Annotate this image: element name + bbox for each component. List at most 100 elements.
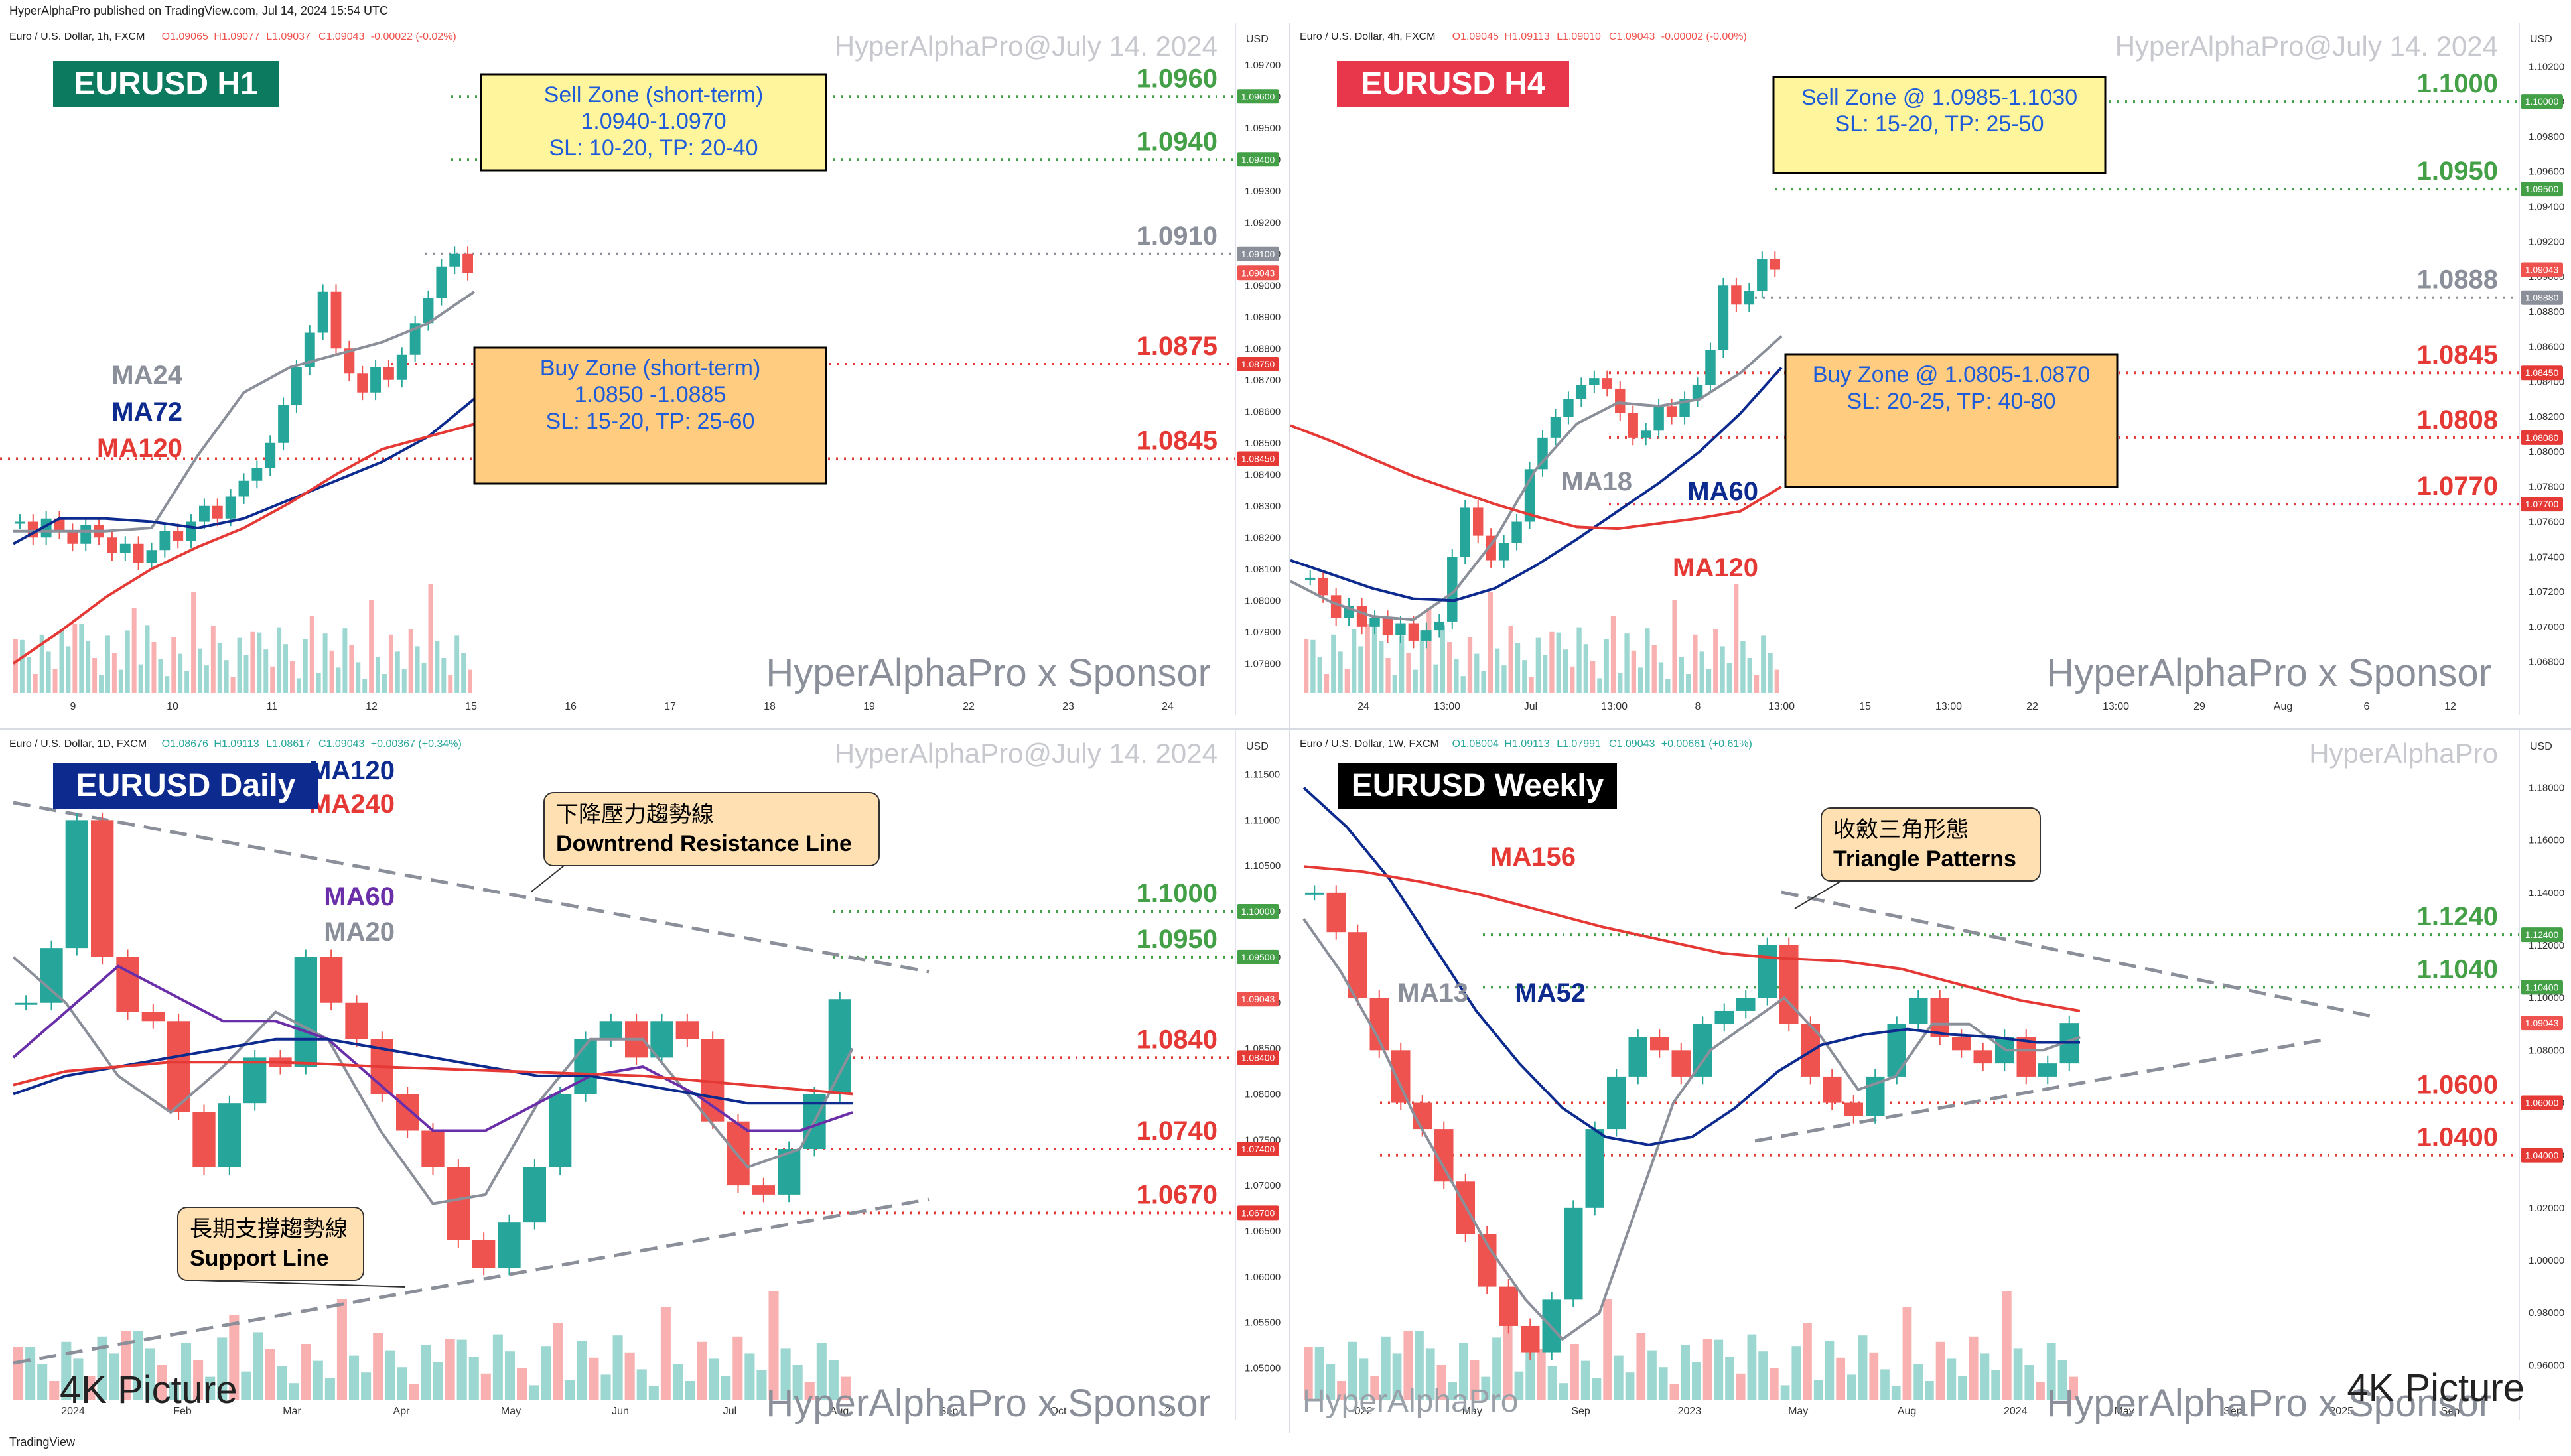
volume-bar: [1359, 1358, 1369, 1400]
volume-bar: [217, 643, 222, 693]
volume-bar: [46, 651, 51, 693]
volume-bar: [435, 641, 440, 693]
volume-bar: [1636, 1333, 1646, 1400]
zone-box-sell: [480, 73, 827, 172]
volume-bar: [1725, 1357, 1734, 1400]
volume-bar: [118, 669, 123, 693]
candle-body: [330, 291, 342, 349]
volume-bar: [1780, 1385, 1790, 1400]
volume-bar: [171, 637, 176, 693]
x-tick-label: 19: [863, 701, 875, 712]
volume-bar: [86, 641, 91, 693]
candle-body: [1305, 892, 1324, 895]
candle-body: [1382, 618, 1393, 636]
ohlc-l: L1.07991: [1557, 738, 1601, 750]
volume-bar: [1624, 633, 1630, 693]
volume-bar: [1658, 662, 1664, 693]
candle-body: [1318, 577, 1328, 596]
zone-text: Sell Zone (short-term): [544, 82, 764, 107]
volume-bar: [198, 648, 202, 693]
volume-bar: [1803, 1323, 1812, 1400]
candle-body: [1330, 595, 1342, 618]
price-tag: [1237, 992, 1279, 1007]
volume-bar: [316, 673, 321, 693]
volume-bar: [61, 1341, 72, 1400]
volume-bar: [454, 635, 460, 693]
volume-bar: [336, 1299, 347, 1400]
volume-bar: [685, 1381, 695, 1400]
volume-bar: [445, 1339, 455, 1400]
volume-bar: [1699, 651, 1704, 693]
volume-bar: [1570, 1344, 1579, 1400]
level-tag: [1237, 904, 1279, 919]
callout-pointer: [530, 865, 565, 893]
chart-panel-daily[interactable]: USD 1.11500 1.11000 1.10500 1.10000 1.09500 1.…: [0, 730, 1289, 1433]
candle-body: [447, 1167, 470, 1240]
volume-bar: [1720, 646, 1725, 693]
chart-panel-weekly[interactable]: USD 1.18000 1.16000 1.14000 1.12000 1.10000 1.…: [1290, 730, 2571, 1433]
volume-bar: [1693, 634, 1698, 693]
publisher-bar: HyperAlphaPro published on TradingView.c…: [0, 0, 2571, 23]
y-tick-label: 1.07400: [2529, 551, 2564, 563]
volume-bar: [1858, 1335, 1868, 1400]
chart-panel-h4[interactable]: USD 1.10200 1.10000 1.09800 1.09600 1.09400 1.…: [1290, 23, 2571, 728]
x-tick-label: 22: [963, 701, 975, 712]
x-tick-label: 10: [167, 701, 178, 712]
volume-bar: [1370, 1376, 1379, 1400]
ma-line-ma18: [1290, 335, 1783, 622]
level-label: 1.0400: [2417, 1123, 2498, 1152]
volume-bar: [1638, 667, 1643, 693]
volume-bar: [529, 1385, 539, 1400]
volume-bar: [1460, 676, 1466, 693]
y-tick-label: 1.08800: [2529, 306, 2564, 318]
y-tick-label: 1.07900: [1245, 627, 1281, 638]
level-label: 1.0888: [2417, 265, 2498, 295]
callout-pointer: [1794, 880, 1842, 909]
volume-bar: [792, 1365, 803, 1400]
ohlc-l: L1.09037: [266, 31, 311, 42]
candle-body: [192, 1112, 216, 1167]
y-tick-label: 1.08000: [1245, 595, 1281, 606]
sponsor-text: HyperAlphaPro x Sponsor: [766, 651, 1211, 695]
title-badge: [53, 61, 279, 107]
volume-bar: [1706, 669, 1712, 693]
volume-bar: [1403, 1331, 1413, 1400]
volume-bar: [504, 1351, 515, 1400]
volume-bar: [349, 645, 354, 693]
currency-label: USD: [2530, 741, 2552, 752]
y-tick-label: 1.06800: [2529, 657, 2564, 668]
volume-bar: [744, 1353, 755, 1400]
level-label: 1.0600: [2417, 1071, 2498, 1100]
x-tick-label: 2024: [2004, 1406, 2028, 1417]
chart-title: EURUSD H1: [74, 66, 257, 101]
candle-body: [549, 1094, 572, 1167]
candle-body: [1692, 385, 1703, 399]
y-tick-label: 1.09700: [1245, 60, 1281, 71]
level-tag-text: 1.08880: [2525, 293, 2559, 303]
level-tag-text: 1.07400: [1241, 1144, 1275, 1154]
volume-bar: [169, 1382, 179, 1400]
candle-body: [1434, 621, 1445, 631]
candle-body: [1679, 399, 1690, 417]
chart-panel-h1[interactable]: USD 1.09700 1.09600 1.09500 1.09400 1.09300 1.…: [0, 23, 1289, 728]
volume-bar: [433, 1362, 443, 1400]
x-tick-label: Jul: [1524, 701, 1537, 712]
level-tag-text: 1.09600: [1241, 91, 1275, 101]
level-label: 1.1000: [1137, 879, 1217, 908]
ma-line-ma120: [1290, 424, 1783, 531]
callout-zh: 收斂三角形態: [1833, 817, 1969, 843]
volume-bar: [1514, 1371, 1524, 1400]
y-tick-label: 1.07000: [1245, 1180, 1281, 1191]
candle-body: [1369, 618, 1380, 627]
volume-bar: [1736, 1373, 1746, 1400]
volume-bar: [1304, 639, 1309, 693]
ma-label: MA72: [111, 397, 182, 427]
volume-bar: [1371, 624, 1377, 693]
candle-body: [828, 999, 851, 1094]
candle-body: [294, 957, 317, 1067]
ma-label: MA156: [1490, 842, 1576, 872]
candle-body: [472, 1240, 496, 1268]
candle-body: [1408, 623, 1419, 641]
volume-bar: [1454, 659, 1459, 693]
footer-brand: TradingView: [9, 1435, 76, 1449]
